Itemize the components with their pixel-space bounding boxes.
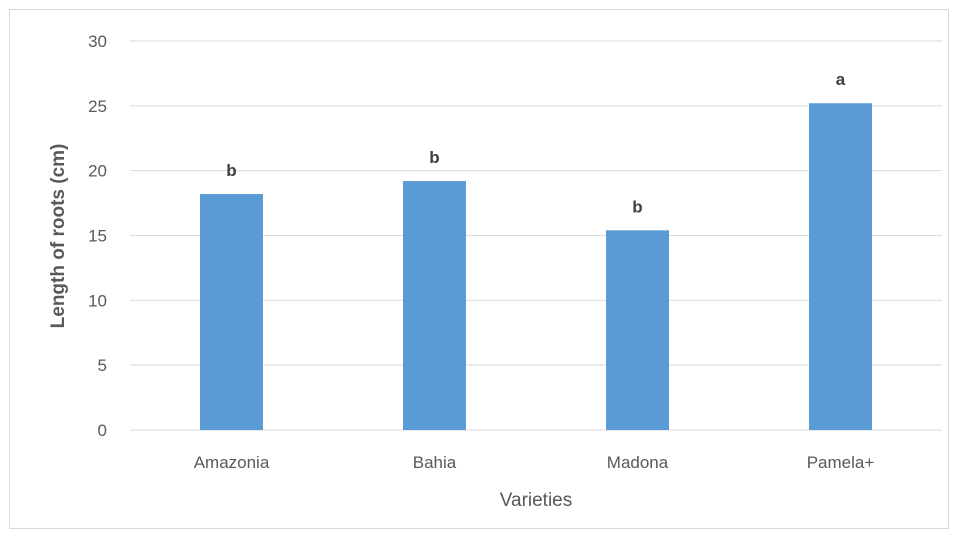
x-tick-label: Amazonia <box>194 453 270 472</box>
significance-label: b <box>226 161 236 180</box>
bar-bahia <box>403 181 466 430</box>
gridlines <box>130 40 942 431</box>
y-axis-ticks: 0 5 10 15 20 25 30 <box>88 32 107 440</box>
x-tick-label: Pamela+ <box>807 453 875 472</box>
y-tick-label: 15 <box>88 227 107 246</box>
y-tick-label: 0 <box>98 421 107 440</box>
x-axis-title: Varieties <box>500 490 573 511</box>
chart-frame <box>9 9 949 529</box>
y-tick-label: 25 <box>88 97 107 116</box>
y-tick-label: 20 <box>88 162 107 181</box>
significance-label: b <box>429 148 439 167</box>
significance-labels: b b b a <box>226 70 845 216</box>
y-axis-title: Length of roots (cm) <box>48 144 69 329</box>
significance-label: b <box>632 197 642 216</box>
significance-label: a <box>836 70 846 89</box>
bar-madona <box>606 230 669 430</box>
x-axis-ticks: Amazonia Bahia Madona Pamela+ <box>194 453 875 472</box>
y-tick-label: 30 <box>88 32 107 51</box>
bar-amazonia <box>200 194 263 430</box>
y-tick-label: 10 <box>88 291 107 310</box>
x-tick-label: Madona <box>607 453 669 472</box>
x-tick-label: Bahia <box>413 453 457 472</box>
y-tick-label: 5 <box>98 356 107 375</box>
bar-pamela <box>809 103 872 431</box>
bars <box>200 103 872 431</box>
